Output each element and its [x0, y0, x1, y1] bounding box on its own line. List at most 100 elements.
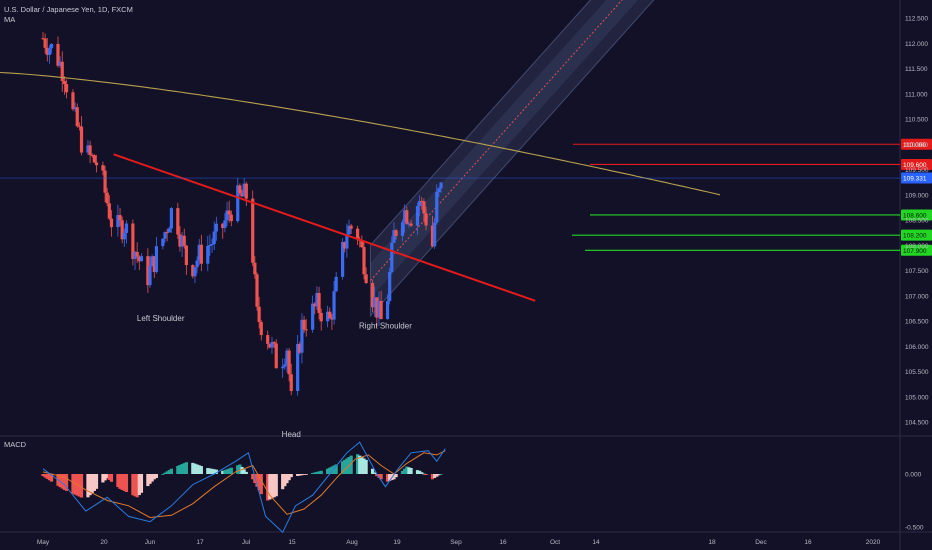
macd-hist-bar [289, 474, 293, 478]
macd-y-tick-label: -0.500 [905, 525, 924, 532]
macd-hist-bar [418, 470, 422, 474]
candle-body [379, 300, 383, 320]
macd-hist-bar [240, 466, 244, 474]
candle [400, 219, 405, 242]
macd-hist-bar [105, 474, 109, 479]
macd-hist-bar [62, 474, 66, 490]
macd-hist-bar [165, 471, 169, 474]
candle-body [255, 274, 259, 307]
x-tick-label: 20 [100, 539, 108, 546]
candle [274, 339, 278, 369]
candle-body [298, 343, 302, 353]
candle-body [62, 80, 66, 85]
candle-body [257, 306, 261, 323]
macd-hist-bar [94, 474, 99, 489]
candle-body [163, 232, 167, 239]
macd-hist-bar [163, 472, 167, 474]
candle [208, 234, 212, 256]
candle-body [362, 247, 366, 275]
candle [409, 219, 413, 227]
macd-hist-bar [377, 474, 381, 478]
candle-body [60, 61, 64, 81]
candle-body [242, 183, 246, 197]
y-tick-label: 105.000 [905, 394, 929, 401]
candle-body [64, 84, 69, 93]
regression-midline [370, 0, 623, 281]
candle-body [283, 364, 287, 367]
macd-hist-bar [58, 474, 62, 488]
candle-body [90, 154, 94, 156]
price-level-badge [901, 172, 932, 184]
candle-body [180, 235, 184, 247]
macd-hist-bar [332, 465, 336, 474]
macd-hist-bar [148, 474, 152, 484]
candle [148, 256, 152, 288]
macd-hist-bar [319, 470, 323, 474]
candle-body [437, 188, 441, 193]
macd-hist-bar [349, 455, 353, 474]
macd-hist-bar [298, 474, 302, 476]
candle-body [223, 220, 227, 228]
moving-average-line [0, 71, 721, 196]
candle-body [221, 223, 225, 228]
macd-hist-bar [283, 474, 287, 487]
price-level-badge [901, 229, 932, 241]
candle-body [420, 200, 424, 202]
candle [176, 202, 180, 240]
pattern-annotation: Left Shoulder [137, 314, 185, 323]
candle [430, 215, 435, 248]
macd-hist-bar [223, 470, 227, 474]
candle [107, 195, 111, 221]
y-tick-label: 109.000 [905, 192, 929, 199]
candle [165, 228, 169, 242]
candle [375, 297, 379, 327]
candle-body [77, 126, 81, 128]
candle-body [300, 319, 304, 353]
candle-body [296, 343, 300, 392]
candle-body [313, 303, 317, 307]
price-level-label: 108.200 [901, 229, 932, 241]
macd-hist-bar [300, 474, 304, 476]
candle-body [197, 244, 201, 261]
macd-hist-bar [214, 469, 218, 474]
candle-body [122, 232, 126, 240]
candle-body [270, 342, 274, 348]
candle-body [199, 244, 203, 264]
candle-body [315, 293, 319, 307]
macd-hist-bar [287, 474, 291, 481]
candle [88, 140, 92, 164]
candle [289, 363, 293, 396]
y-tick-label: 105.500 [905, 369, 929, 376]
macd-hist-bar [360, 457, 364, 474]
macd-hist-bar [137, 474, 141, 496]
candle-body [268, 343, 272, 348]
macd-hist-bar [343, 459, 347, 474]
candle [41, 31, 45, 40]
regression-channel [369, 0, 655, 318]
candle-body [43, 38, 47, 48]
macd-hist-bar [135, 474, 139, 498]
candle [73, 102, 77, 112]
macd-hist-bar [317, 471, 321, 474]
candle-body [390, 242, 394, 272]
candle [150, 254, 154, 267]
macd-hist-bar [227, 468, 231, 474]
candle [379, 290, 383, 320]
candle-body [287, 350, 291, 375]
candle-body [424, 213, 428, 226]
candle [75, 103, 79, 128]
candle [341, 238, 345, 280]
macd-hist-bar [330, 466, 334, 474]
candle [45, 38, 49, 62]
candle-body [73, 107, 77, 110]
macd-hist-bar [341, 461, 345, 474]
candle [62, 76, 66, 95]
candle-body [433, 222, 437, 247]
candle-body [86, 145, 90, 153]
candle-body [240, 193, 244, 197]
price-level-label: 109.331 [901, 172, 932, 184]
macd-hist-bar [169, 468, 173, 474]
macd-hist-bar [236, 465, 240, 474]
